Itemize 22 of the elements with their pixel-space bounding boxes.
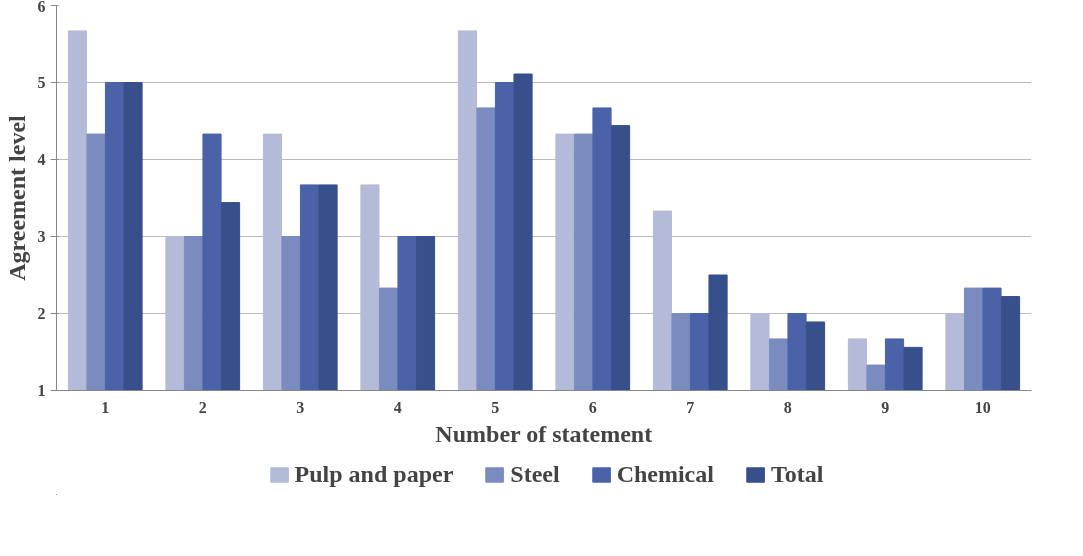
y-tick-label: 3 xyxy=(37,228,46,245)
x-tick-label: 7 xyxy=(686,398,695,416)
y-tick-label: 6 xyxy=(37,0,46,15)
y-tick-label: 4 xyxy=(37,151,46,168)
x-axis-title: Number of statement xyxy=(435,420,653,447)
legend-label: Chemical xyxy=(616,460,714,488)
x-tick-label: 2 xyxy=(198,398,207,416)
y-tick-label: 1 xyxy=(37,382,46,399)
y-tick-label: 5 xyxy=(37,74,46,91)
y-axis-title: Agreement level xyxy=(3,114,30,281)
x-tick-label: 6 xyxy=(588,398,597,416)
x-tick-label: 8 xyxy=(783,398,792,416)
x-tick-label: 4 xyxy=(393,398,402,416)
x-tick-label: 10 xyxy=(974,398,991,416)
legend-label: Pulp and paper xyxy=(294,460,454,488)
legend-label: Steel xyxy=(510,460,560,488)
legend-label: Total xyxy=(770,460,824,488)
y-tick-label: 2 xyxy=(37,305,46,322)
x-tick-label: 9 xyxy=(881,398,890,416)
x-tick-label: 5 xyxy=(491,398,500,416)
x-tick-label: 3 xyxy=(296,398,305,416)
x-tick-label: 1 xyxy=(101,398,110,416)
